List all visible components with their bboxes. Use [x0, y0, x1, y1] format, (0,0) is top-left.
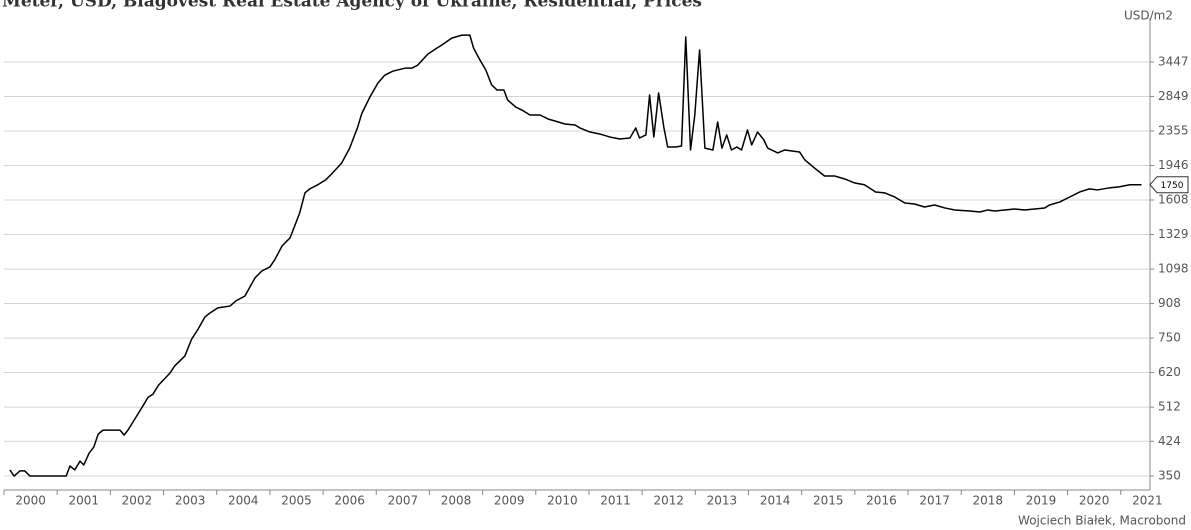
x-tick-label: 2011 [600, 494, 631, 508]
x-tick-label: 2000 [15, 494, 46, 508]
x-tick-label: 2005 [281, 494, 312, 508]
y-tick-label: 3447 [1158, 54, 1189, 68]
y-tick-label: 350 [1158, 469, 1181, 483]
y-tick-label: 1098 [1158, 262, 1189, 276]
source: Wojciech Białek, Macrobond [1018, 514, 1186, 528]
x-tick-label: 2014 [760, 494, 791, 508]
y-tick-label: 512 [1158, 400, 1181, 414]
y-axis-label: USD/m2 [1124, 9, 1173, 23]
chart-title: Meter, USD, Blagovest Real Estate Agency… [2, 0, 702, 12]
x-tick-label: 2019 [1026, 494, 1057, 508]
x-tick-label: 2008 [441, 494, 472, 508]
x-tick-label: 2010 [547, 494, 578, 508]
y-tick-label: 2849 [1158, 89, 1189, 103]
x-tick-label: 2017 [919, 494, 950, 508]
x-tick-label: 2013 [707, 494, 738, 508]
x-tick-label: 2007 [388, 494, 419, 508]
x-tick-label: 2003 [175, 494, 206, 508]
value-label: 1750 [1161, 181, 1184, 191]
value-label-box [1149, 176, 1189, 194]
x-tick-label: 2015 [813, 494, 844, 508]
y-tick-label: 908 [1158, 296, 1181, 310]
x-tick-label: 2004 [228, 494, 259, 508]
x-tick-label: 2016 [866, 494, 897, 508]
y-tick-label: 424 [1158, 434, 1181, 448]
y-tick-label: 620 [1158, 365, 1181, 379]
y-tick-label: 1608 [1158, 193, 1189, 207]
y-tick-label: 1946 [1158, 158, 1189, 172]
x-tick-label: 2002 [122, 494, 153, 508]
price-line [9, 34, 1142, 477]
y-tick-label: 1329 [1158, 227, 1189, 241]
x-tick-label: 2006 [334, 494, 365, 508]
x-tick-label: 2012 [653, 494, 684, 508]
y-tick-label: 2355 [1158, 123, 1189, 137]
x-tick-label: 2001 [68, 494, 99, 508]
y-tick-label: 750 [1158, 331, 1181, 345]
x-tick-label: 2009 [494, 494, 525, 508]
x-tick-label: 2018 [973, 494, 1004, 508]
x-tick-label: 2020 [1079, 494, 1110, 508]
x-tick-label: 2021 [1132, 494, 1163, 508]
